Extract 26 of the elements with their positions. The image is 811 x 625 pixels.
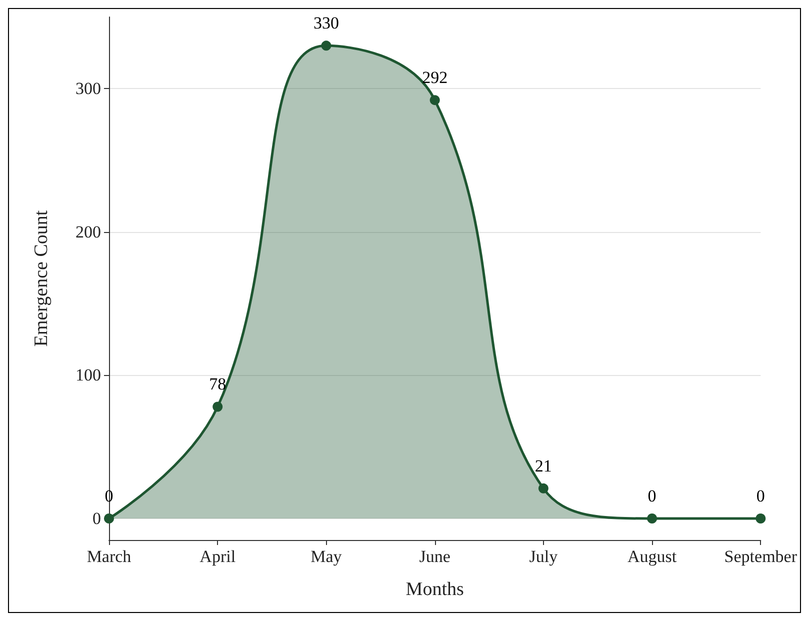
point xyxy=(538,483,548,494)
x-tick-label: July xyxy=(529,547,558,566)
y-tick-label: 0 xyxy=(92,509,101,528)
point xyxy=(647,514,658,524)
data-label: 330 xyxy=(313,14,339,33)
x-tick-label: September xyxy=(724,547,798,566)
x-tick-label: May xyxy=(310,547,342,566)
data-label: 21 xyxy=(534,456,552,476)
x-tick-label: March xyxy=(86,547,132,566)
point xyxy=(321,40,332,51)
x-tick-label: June xyxy=(419,547,450,566)
data-label: 0 xyxy=(756,486,765,506)
y-axis-title: Emergence Count xyxy=(31,210,52,347)
y-tick-label: 100 xyxy=(76,366,101,385)
y-tick-label: 200 xyxy=(76,222,101,242)
point xyxy=(212,402,223,412)
y-tick-label: 300 xyxy=(76,79,101,98)
data-label: 0 xyxy=(648,486,656,506)
x-tick-label: August xyxy=(627,547,677,566)
data-label: 78 xyxy=(209,374,226,394)
point xyxy=(756,514,766,524)
x-tick-label: April xyxy=(200,547,236,566)
point xyxy=(430,95,440,106)
data-label: 292 xyxy=(422,68,448,88)
x-axis-title: Months xyxy=(406,579,464,600)
point xyxy=(104,514,114,524)
